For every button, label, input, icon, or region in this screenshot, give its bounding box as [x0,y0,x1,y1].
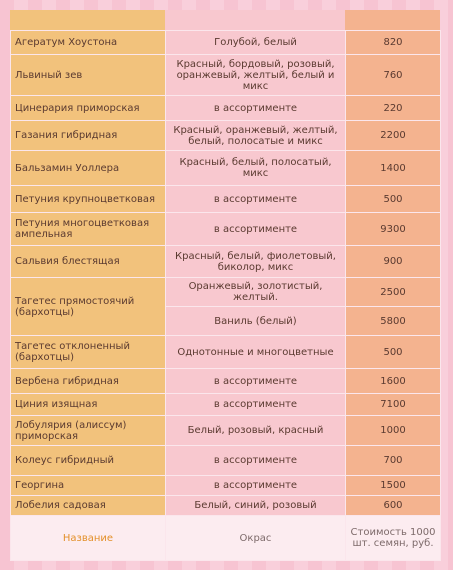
plant-color: в ассортименте [165,393,346,416]
plant-color: Однотонные и многоцветные [165,335,346,369]
plant-price: 1600 [345,368,441,394]
table-row: Газания гибридная Красный, оранжевый, жел… [10,120,441,151]
plant-price: 7100 [345,393,441,416]
plant-price: 600 [345,495,441,516]
table-row: Лобулярия (алиссум) приморская Белый, роз… [10,415,441,446]
plant-color: Белый, розовый, красный [165,415,346,446]
plant-color: в ассортименте [165,445,346,476]
plant-name: Петуния крупноцветковая [10,185,166,213]
plant-price: 1000 [345,415,441,446]
table-row: Тагетес отклоненный (бархотцы) Однотонные… [10,335,441,369]
table-row: Георгина в ассортименте 1500 [10,475,441,496]
plant-name: Колеус гибридный [10,445,166,476]
table-row: Тагетес прямостоячий (бархотцы) Оранжевый… [10,277,441,336]
plant-name: Петуния многоцветковая ампельная [10,212,166,246]
plant-name: Георгина [10,475,166,496]
plant-color: Белый, синий, розовый [165,495,346,516]
plant-color: Красный, белый, полосатый, микс [165,150,346,186]
plant-name: Цинерария приморская [10,95,166,121]
table-row: Цинерария приморская в ассортименте 220 [10,95,441,121]
plant-name: Газания гибридная [10,120,166,151]
plant-price: 1500 [345,475,441,496]
table-row: Ваниль (белый) 5800 [11,306,441,336]
table-row: Лобелия садовая Белый, синий, розовый 600 [10,495,441,516]
plant-color: Оранжевый, золотистый, желтый. [165,277,346,307]
strip [345,10,440,30]
plant-price: 5800 [345,306,441,336]
plant-price: 2500 [345,277,441,307]
plant-color: в ассортименте [165,368,346,394]
table-row: Львиный зев Красный, бордовый, розовый, о… [10,54,441,96]
header-price: Стоимость 1000 шт. семян, руб. [345,515,441,561]
plant-name: Львиный зев [10,54,166,96]
strip [165,10,345,30]
plant-color: Красный, оранжевый, желтый, белый, полос… [165,120,346,151]
plant-price: 1400 [345,150,441,186]
plant-color: Ваниль (белый) [165,306,346,336]
plant-name: Тагетес прямостоячий (бархотцы) [10,277,166,336]
plant-price: 500 [345,185,441,213]
header-name: Название [10,515,166,561]
plant-color: в ассортименте [165,95,346,121]
table-wrap: Агератум Хоустона Голубой, белый 820 Львины… [10,10,441,561]
plant-price: 700 [345,445,441,476]
top-strip [10,10,440,30]
plant-price: 2200 [345,120,441,151]
table-row: Бальзамин Уоллера Красный, белый, полосат… [10,150,441,186]
table-row: Петуния многоцветковая ампельная в ассорт… [10,212,441,246]
plant-color: Красный, белый, фиолетовый, биколор, мик… [165,245,346,278]
price-table: Агератум Хоустона Голубой, белый 820 Львины… [10,30,441,561]
plant-color: в ассортименте [165,475,346,496]
strip [10,10,165,30]
plant-price: 760 [345,54,441,96]
plant-color: в ассортименте [165,185,346,213]
plant-name: Лобулярия (алиссум) приморская [10,415,166,446]
plant-name: Лобелия садовая [10,495,166,516]
plant-color: Голубой, белый [165,30,346,55]
table-row: Сальвия блестящая Красный, белый, фиолето… [10,245,441,278]
table-row: Колеус гибридный в ассортименте 700 [10,445,441,476]
table-row: Агератум Хоустона Голубой, белый 820 [10,30,441,55]
header-row: Название Окрас Стоимость 1000 шт. семян, р… [10,515,441,561]
plant-name: Вербена гибридная [10,368,166,394]
plant-name: Агератум Хоустона [10,30,166,55]
plant-price: 220 [345,95,441,121]
plant-name: Сальвия блестящая [10,245,166,278]
plant-price: 820 [345,30,441,55]
plant-color: в ассортименте [165,212,346,246]
header-color: Окрас [165,515,346,561]
plant-name: Бальзамин Уоллера [10,150,166,186]
plant-price: 9300 [345,212,441,246]
table-row: Вербена гибридная в ассортименте 1600 [10,368,441,394]
plant-name: Тагетес отклоненный (бархотцы) [10,335,166,369]
plant-price: 500 [345,335,441,369]
table-row: Циния изящная в ассортименте 7100 [10,393,441,416]
plant-color: Красный, бордовый, розовый, оранжевый, ж… [165,54,346,96]
plant-price: 900 [345,245,441,278]
plant-name: Циния изящная [10,393,166,416]
table-row: Петуния крупноцветковая в ассортименте 500 [10,185,441,213]
